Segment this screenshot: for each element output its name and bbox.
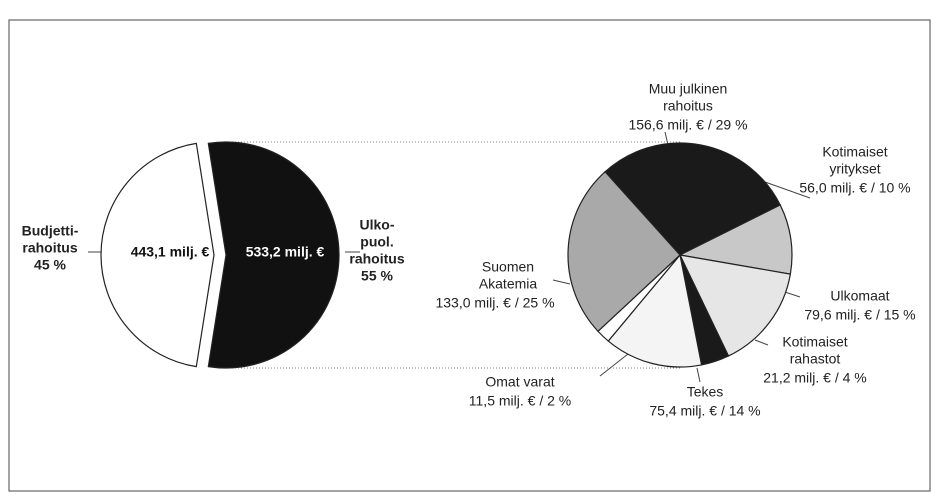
- leader-line: [784, 291, 801, 298]
- category-label: puol.: [360, 234, 393, 250]
- category-label: Ulko-: [360, 217, 395, 233]
- value-label: 75,4 milj. € / 14 %: [649, 403, 760, 419]
- category-label: rahastot: [790, 351, 841, 367]
- leader-line: [664, 131, 669, 146]
- category-label: rahoitus: [349, 251, 404, 267]
- frame: [8, 19, 931, 492]
- pie-slice: [678, 254, 792, 357]
- leader-line: [754, 339, 769, 346]
- value-label: 79,6 milj. € / 15 %: [804, 307, 915, 323]
- value-label: 11,5 milj. € / 2 %: [469, 393, 571, 409]
- category-label: Tekes: [687, 384, 724, 400]
- leader-line: [552, 279, 571, 285]
- pie-slice: [678, 204, 793, 275]
- category-label: rahoitus: [22, 240, 77, 256]
- pie-slice: [607, 253, 703, 368]
- category-label: rahoitus: [663, 98, 713, 114]
- pie-slice: [604, 142, 781, 256]
- category-label: yritykset: [829, 161, 880, 177]
- pie-slice: [207, 141, 340, 369]
- value-label: 133,0 milj. € / 25 %: [435, 295, 554, 311]
- leader-line: [599, 353, 629, 377]
- category-label: Akatemia: [479, 276, 538, 292]
- value-label: 156,6 milj. € / 29 %: [628, 117, 747, 133]
- category-label: Muu julkinen: [649, 81, 728, 97]
- amount-label: 533,2 milj. €: [246, 244, 325, 260]
- category-label: Ulkomaat: [830, 288, 889, 304]
- value-label: 21,2 milj. € / 4 %: [763, 370, 867, 386]
- category-label: Kotimaiset: [782, 334, 847, 350]
- value-label: 56,0 milj. € / 10 %: [799, 180, 910, 196]
- leader-line: [764, 181, 811, 199]
- pie-slice: [567, 170, 681, 333]
- value-label: 45 %: [34, 257, 66, 273]
- category-label: Omat varat: [485, 374, 554, 390]
- category-label: Budjetti-: [22, 223, 79, 239]
- leader-line: [696, 367, 701, 383]
- amount-label: 443,1 milj. €: [131, 244, 210, 260]
- category-label: Kotimaiset: [822, 144, 887, 160]
- pie-slice: [100, 142, 215, 368]
- category-label: Suomen: [482, 259, 534, 275]
- value-label: 55 %: [361, 268, 393, 284]
